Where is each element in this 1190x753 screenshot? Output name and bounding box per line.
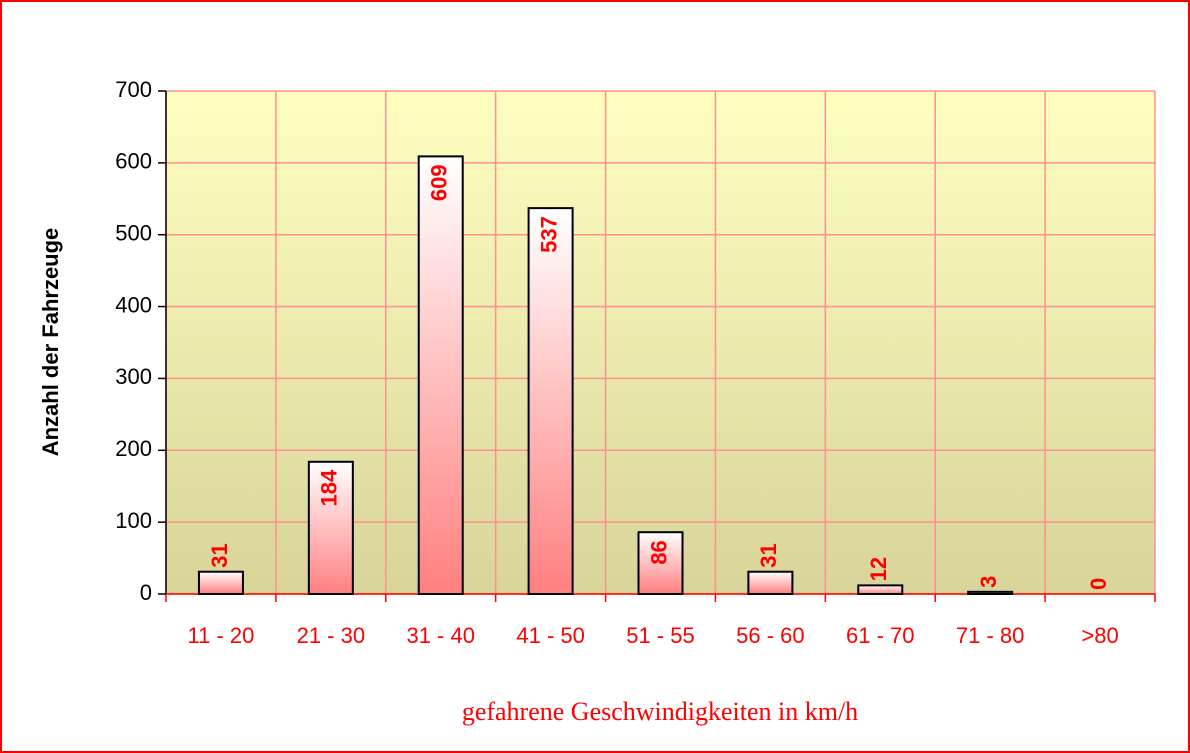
x-tick-label: 21 - 30 <box>297 623 366 648</box>
bar <box>527 207 574 595</box>
data-label: 86 <box>646 540 671 564</box>
bar <box>967 590 1014 596</box>
y-tick-label: 500 <box>115 221 152 246</box>
y-tick-label: 700 <box>115 77 152 102</box>
x-tick-label: 56 - 60 <box>736 623 805 648</box>
data-label: 3 <box>976 576 1001 588</box>
x-tick-label: 41 - 50 <box>516 623 585 648</box>
bar <box>747 570 794 596</box>
y-axis-title: Anzahl der Fahrzeuge <box>38 228 63 457</box>
data-label: 0 <box>1086 578 1111 590</box>
y-tick-label: 600 <box>115 149 152 174</box>
data-label: 609 <box>427 164 452 201</box>
x-tick-label: >80 <box>1081 623 1118 648</box>
y-tick-label: 400 <box>115 292 152 317</box>
bar <box>857 584 904 595</box>
bar <box>307 460 354 596</box>
data-label: 537 <box>536 216 561 253</box>
data-label: 31 <box>756 543 781 567</box>
data-label: 31 <box>207 543 232 567</box>
x-tick-label: 51 - 55 <box>626 623 695 648</box>
x-tick-label: 11 - 20 <box>188 623 255 648</box>
y-tick-label: 100 <box>115 508 152 533</box>
y-tick-label: 0 <box>140 580 152 605</box>
bar <box>637 531 684 596</box>
bar <box>417 155 464 595</box>
data-label: 184 <box>317 469 342 506</box>
x-tick-label: 31 - 40 <box>406 623 475 648</box>
x-tick-label: 71 - 80 <box>956 623 1025 648</box>
y-tick-label: 300 <box>115 364 152 389</box>
data-label: 12 <box>866 557 891 581</box>
bar <box>197 570 244 596</box>
x-axis-title: gefahrene Geschwindigkeiten in km/h <box>462 697 858 726</box>
y-tick-label: 200 <box>115 436 152 461</box>
x-tick-label: 61 - 70 <box>846 623 915 648</box>
